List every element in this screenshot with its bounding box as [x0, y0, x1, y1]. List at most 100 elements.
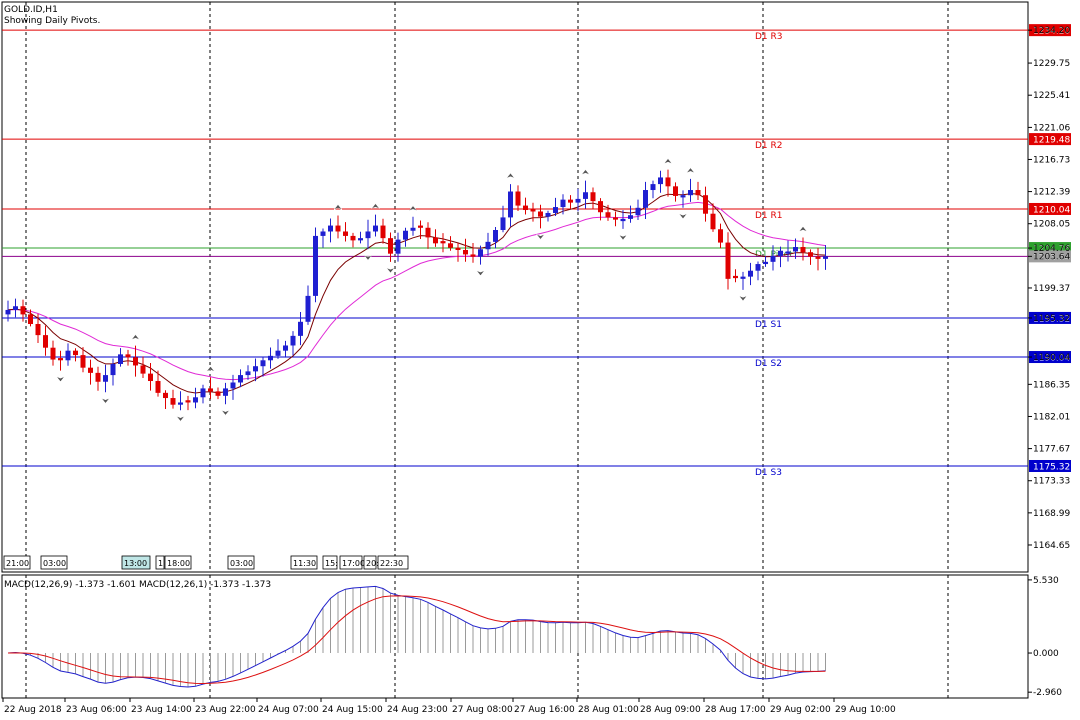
time-label-5: 24 Aug 15:00 — [322, 705, 383, 715]
candle-body-94 — [710, 213, 716, 230]
candle-body-104 — [785, 251, 791, 254]
candle-body-31 — [238, 375, 243, 383]
candle-body-61 — [463, 249, 468, 255]
candle-body-16 — [125, 354, 131, 358]
candle-body-26 — [200, 388, 206, 398]
candle-body-8 — [65, 350, 71, 361]
candle-body-105 — [793, 247, 798, 252]
level-tag-bg-1 — [1029, 133, 1071, 146]
candle-body-73 — [553, 207, 558, 213]
candle-body-75 — [568, 199, 573, 203]
fractal-down-98 — [738, 295, 748, 302]
macd-tick-label-2: -2.960 — [1033, 688, 1062, 698]
price-tick-label-14: 1177.67 — [1033, 445, 1070, 455]
candle-body-66 — [500, 217, 506, 230]
chart-subtitle: Showing Daily Pivots. — [4, 16, 100, 26]
fractal-up-27 — [205, 366, 216, 372]
candle-body-96 — [725, 242, 731, 279]
candle-body-32 — [245, 371, 251, 376]
candle-body-29 — [223, 388, 228, 396]
candle-body-88 — [665, 177, 671, 187]
candle-body-42 — [320, 231, 326, 236]
candle-body-48 — [365, 231, 371, 239]
candle-body-43 — [328, 225, 333, 232]
session-labels: 21:00 03:00 13:00 1 18:00 03:00 11:30 15: 17:00 2… — [3, 555, 409, 570]
level-tag-bg-4 — [1029, 311, 1071, 324]
price-tick-label-11: 1190.04 — [1033, 353, 1070, 363]
candle-body-4 — [35, 324, 41, 336]
candle-body-17 — [133, 357, 138, 366]
macd-tick-label-1: 0.000 — [1033, 649, 1059, 659]
candle-body-51 — [388, 238, 393, 254]
candle-body-72 — [545, 212, 551, 217]
level-tag-0: 1234.20 — [1033, 27, 1070, 37]
candle-body-63 — [478, 249, 483, 257]
macd-line — [7, 585, 826, 688]
candle-body-19 — [148, 373, 153, 382]
candle-body-25 — [193, 397, 198, 403]
fractal-up-54 — [408, 205, 418, 212]
level-tag-bg-5 — [1029, 351, 1071, 364]
level-tag-5: 1190.04 — [1033, 354, 1070, 364]
fractal-down-63 — [475, 270, 486, 277]
candle-body-89 — [673, 186, 678, 196]
time-label-2: 23 Aug 14:00 — [131, 705, 192, 715]
candle-body-95 — [718, 229, 723, 243]
level-tag-4: 1195.32 — [1033, 314, 1070, 324]
candles — [5, 169, 828, 411]
candle-body-6 — [50, 347, 56, 360]
main-panel[interactable] — [1, 1, 1029, 573]
candle-body-62 — [470, 254, 476, 257]
candle-body-3 — [28, 314, 33, 325]
session-label-6: 11:30 — [293, 559, 316, 568]
time-label-3: 23 Aug 22:00 — [195, 705, 256, 715]
session-box-8 — [339, 555, 363, 570]
main-panel-border — [1, 1, 1029, 573]
candle-body-0 — [5, 309, 11, 315]
candle-body-36 — [275, 350, 281, 356]
time-axis: 22 Aug 2018 23 Aug 06:00 23 Aug 14:00 23 Au… — [2, 698, 896, 715]
fractal-down-51 — [385, 267, 396, 274]
candle-body-18 — [140, 365, 146, 374]
candle-body-28 — [215, 391, 221, 396]
price-tick-label-5: 1212.39 — [1033, 188, 1070, 198]
candle-body-81 — [613, 217, 618, 220]
candle-body-53 — [403, 230, 408, 240]
fractal-up-17 — [130, 334, 141, 341]
session-label-0: 21:00 — [6, 559, 29, 568]
fractal-down-71 — [535, 233, 546, 240]
session-box-0 — [3, 555, 31, 570]
macd-panel[interactable] — [1, 574, 1029, 699]
candle-body-9 — [73, 350, 78, 356]
session-label-3: 1 — [158, 559, 163, 568]
candle-body-107 — [808, 252, 813, 257]
candle-body-22 — [170, 398, 176, 405]
level-label-1: D1 R2 — [755, 141, 783, 151]
time-label-0: 22 Aug 2018 — [4, 705, 62, 715]
candle-body-77 — [583, 192, 588, 199]
candle-body-2 — [20, 306, 26, 315]
candle-body-20 — [155, 381, 161, 393]
price-tick-label-0: 1234.20 — [1033, 26, 1070, 36]
time-label-12: 29 Aug 02:00 — [770, 705, 831, 715]
session-label-8: 17:00 — [342, 559, 365, 568]
session-box-7 — [322, 555, 338, 570]
level-label-4: D1 S1 — [755, 320, 782, 330]
time-label-8: 27 Aug 16:00 — [514, 705, 575, 715]
session-box-5 — [227, 555, 255, 570]
session-box-9 — [363, 555, 377, 570]
time-label-7: 27 Aug 08:00 — [452, 705, 513, 715]
candle-body-38 — [290, 335, 296, 346]
fractal-down-90 — [678, 213, 688, 220]
last-price-tag: 1203.64 — [1033, 253, 1070, 263]
candle-body-39 — [298, 321, 303, 336]
session-label-9: 20: — [366, 559, 379, 568]
candle-body-12 — [95, 372, 101, 382]
time-label-1: 23 Aug 06:00 — [66, 705, 127, 715]
candle-body-54 — [410, 227, 416, 231]
candle-body-41 — [313, 235, 318, 296]
fractal-markers — [55, 158, 808, 422]
level-label-0: D1 R3 — [755, 32, 783, 42]
